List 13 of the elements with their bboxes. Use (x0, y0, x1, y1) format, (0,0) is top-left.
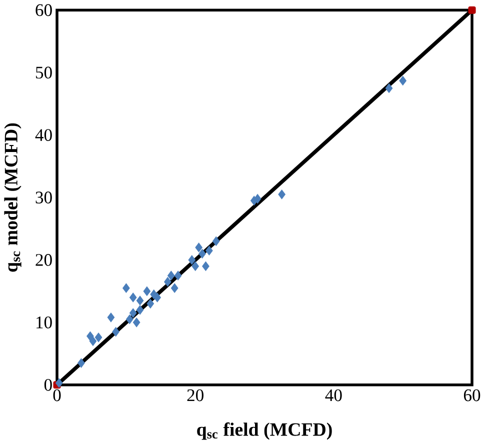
y-axis-title: q$_{sc}$ model (MCFD) (4, 123, 22, 272)
x-tick-label: 20 (187, 389, 204, 402)
y-tick-label: 20 (36, 254, 52, 266)
x-tick-label: 0 (53, 389, 61, 402)
x-tick-label: 60 (464, 389, 480, 402)
x-axis-title: q$_{sc}$ field (MCFD) (197, 422, 332, 440)
y-tick-label: 40 (35, 129, 52, 142)
y-tick-label: 0 (44, 378, 52, 391)
y-tick-label: 30 (36, 192, 52, 204)
y-tick-label: 10 (36, 316, 52, 328)
x-tick-label: 40 (325, 389, 342, 402)
y-tick-label: 60 (36, 4, 52, 16)
y-tick-label: 50 (36, 66, 52, 79)
